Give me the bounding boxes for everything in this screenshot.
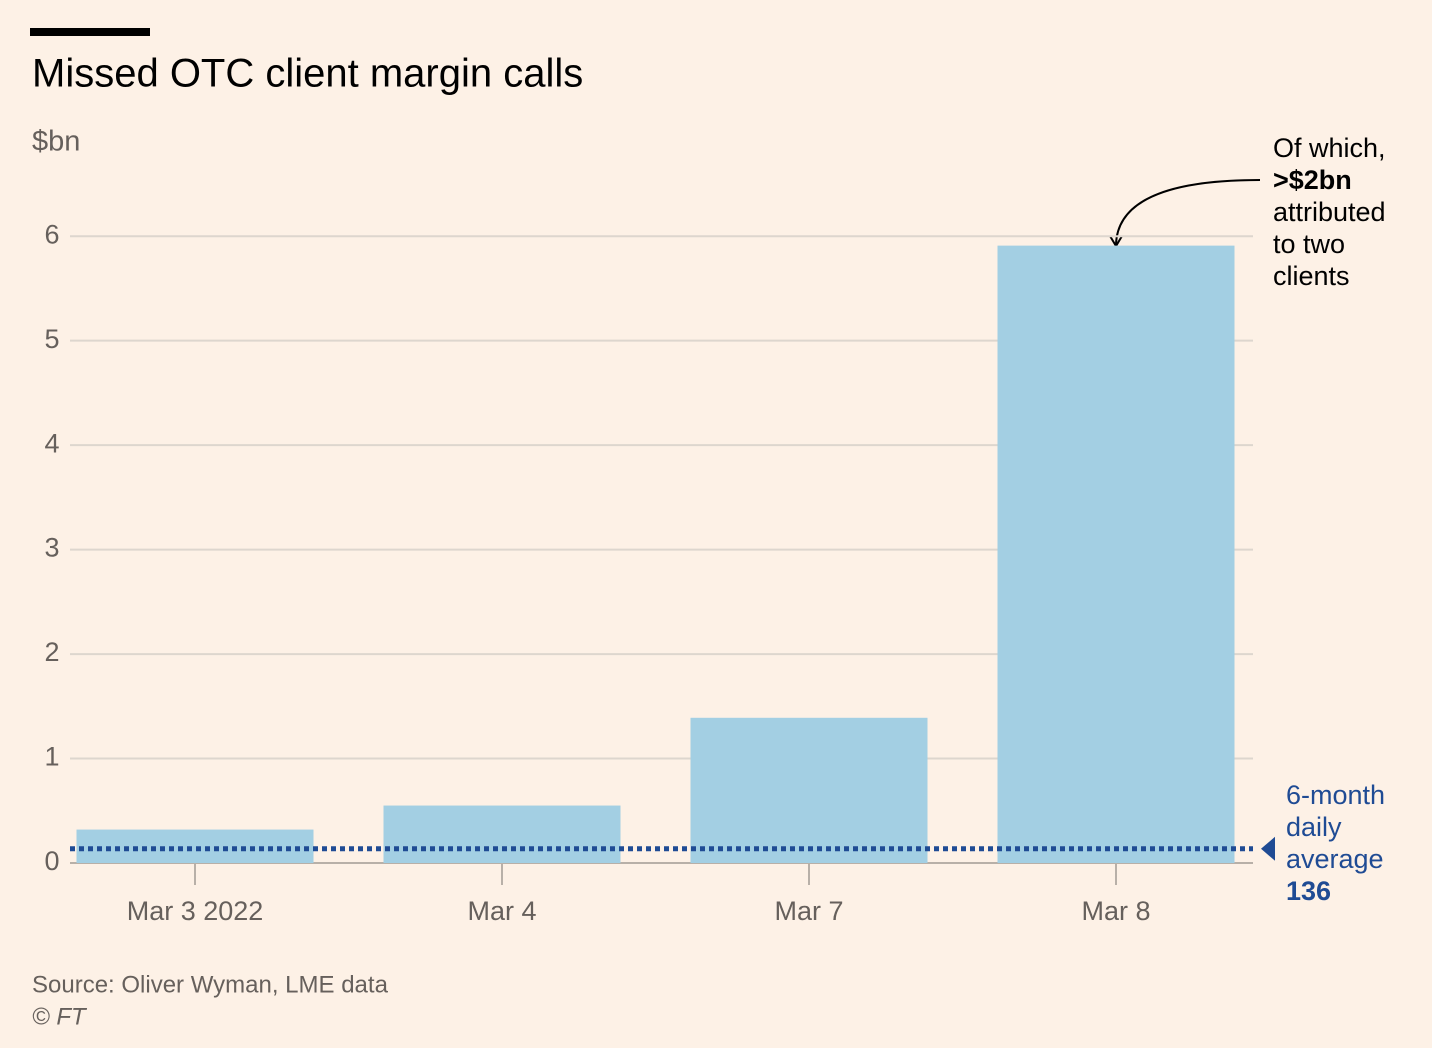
title-bar: [30, 28, 150, 36]
y-tick-label: 3: [44, 533, 59, 563]
y-tick-label: 6: [44, 219, 59, 249]
annotation: attributed: [1273, 197, 1386, 227]
annotation: clients: [1273, 261, 1350, 291]
annotation: to two: [1273, 229, 1345, 259]
y-tick-label: 0: [44, 846, 59, 876]
source: Source: Oliver Wyman, LME data: [32, 971, 389, 998]
bar: [76, 829, 314, 863]
x-tick-label: Mar 3 2022: [127, 896, 264, 926]
y-axis-label: $bn: [32, 126, 80, 158]
x-tick-label: Mar 8: [1081, 896, 1150, 926]
y-tick-label: 4: [44, 428, 59, 458]
chart-title: Missed OTC client margin calls: [32, 52, 583, 96]
x-tick-label: Mar 4: [467, 896, 536, 926]
average-label: 6-month: [1286, 780, 1385, 810]
annotation: Of which,: [1273, 133, 1386, 163]
y-tick-label: 1: [44, 742, 59, 772]
average-value-label: 136: [1286, 876, 1331, 906]
bar: [383, 805, 621, 863]
y-tick-label: 5: [44, 324, 59, 354]
credit: © FT: [32, 1003, 88, 1030]
annotation-arrow: [1115, 179, 1261, 245]
bar: [997, 245, 1235, 864]
average-label: daily: [1286, 812, 1342, 842]
x-tick-label: Mar 7: [774, 896, 843, 926]
bar: [690, 717, 928, 863]
average-marker: [1261, 836, 1275, 861]
average-label: average: [1286, 844, 1384, 874]
annotation: >$2bn: [1273, 165, 1352, 195]
y-tick-label: 2: [44, 637, 59, 667]
